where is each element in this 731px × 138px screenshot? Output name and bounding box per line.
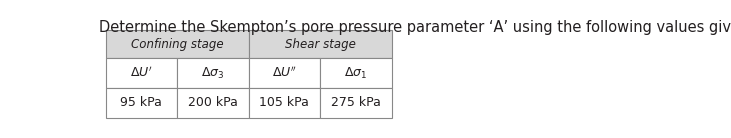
Bar (249, 30, 392, 58)
Text: Shear stage: Shear stage (284, 38, 355, 51)
Text: $\Delta U'$: $\Delta U'$ (130, 66, 153, 80)
Bar (177, 58, 249, 88)
Text: $\Delta\sigma_3$: $\Delta\sigma_3$ (201, 66, 224, 81)
Text: $\Delta\sigma_1$: $\Delta\sigma_1$ (344, 66, 368, 81)
Text: $\Delta U''$: $\Delta U''$ (272, 66, 297, 80)
Text: 105 kPa: 105 kPa (260, 96, 309, 109)
Bar (177, 88, 249, 118)
Bar (105, 58, 177, 88)
Bar (105, 88, 177, 118)
Bar (249, 58, 320, 88)
Bar (249, 88, 320, 118)
Text: Determine the Skempton’s pore pressure parameter ‘A’ using the following values : Determine the Skempton’s pore pressure p… (99, 20, 731, 35)
Text: 95 kPa: 95 kPa (121, 96, 162, 109)
Bar (320, 88, 392, 118)
Text: 275 kPa: 275 kPa (331, 96, 381, 109)
Text: Confining stage: Confining stage (131, 38, 224, 51)
Text: 200 kPa: 200 kPa (188, 96, 238, 109)
Bar (320, 58, 392, 88)
Bar (105, 30, 249, 58)
